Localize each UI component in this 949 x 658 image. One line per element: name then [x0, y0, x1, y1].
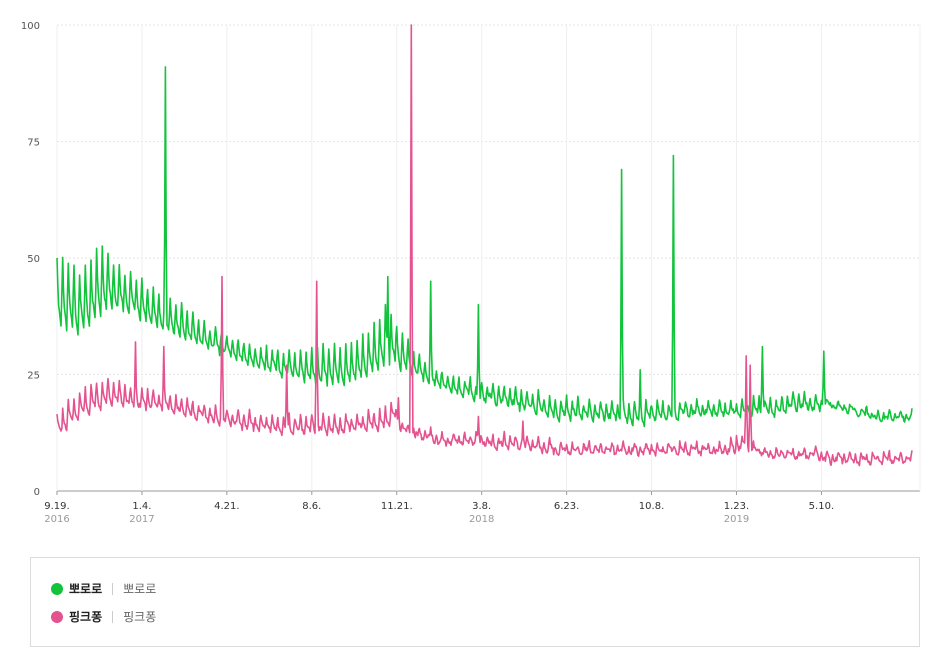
legend: 뽀로로 뽀로로 핑크퐁 핑크퐁 — [30, 557, 920, 647]
x-tick-label: 1.23. — [724, 501, 749, 512]
x-tick-label: 5.10. — [809, 501, 834, 512]
series-1-color-dot — [51, 610, 63, 623]
series-0-color-dot — [51, 582, 63, 595]
series-line-1 — [56, 24, 913, 467]
x-tick-label: 1.4. — [132, 501, 151, 512]
legend-sub-label: 뽀로로 — [123, 582, 157, 596]
x-tick-label: 10.8. — [639, 501, 664, 512]
y-axis: 0 25 50 75 100 — [21, 21, 40, 498]
x-tick-label: 3.8. — [472, 501, 491, 512]
x-tick-year-label: 2017 — [129, 514, 154, 525]
legend-separator — [112, 610, 114, 623]
x-tick-label: 11.21. — [381, 501, 413, 512]
series-line-0 — [56, 66, 913, 428]
series-lines — [56, 24, 913, 467]
x-tick-label: 4.21. — [214, 501, 239, 512]
legend-label: 핑크퐁 — [69, 610, 103, 624]
chart-grid — [56, 24, 921, 495]
legend-item-0[interactable]: 뽀로로 뽀로로 — [51, 580, 156, 597]
y-tick-label: 25 — [27, 371, 40, 382]
legend-sub-label: 핑크퐁 — [123, 610, 157, 624]
line-chart: 0 25 50 75 100 9.19. 2016 1.4. 2017 4.21. 8.6. 11.… — [21, 21, 921, 525]
x-tick-year-label: 2018 — [469, 514, 494, 525]
x-tick-year-label: 2016 — [44, 514, 69, 525]
y-tick-label: 0 — [34, 487, 40, 498]
x-tick-label: 9.19. — [44, 501, 69, 512]
y-tick-label: 100 — [21, 21, 40, 32]
legend-item-1[interactable]: 핑크퐁 핑크퐁 — [51, 608, 156, 625]
x-tick-year-label: 2019 — [724, 514, 749, 525]
y-tick-label: 75 — [27, 138, 40, 149]
y-tick-label: 50 — [27, 254, 40, 265]
legend-separator — [112, 582, 114, 595]
legend-label: 뽀로로 — [69, 582, 103, 596]
x-axis: 9.19. 2016 1.4. 2017 4.21. 8.6. 11.21. 3.8. 2018… — [44, 501, 834, 525]
x-tick-label: 8.6. — [302, 501, 321, 512]
x-tick-label: 6.23. — [554, 501, 579, 512]
